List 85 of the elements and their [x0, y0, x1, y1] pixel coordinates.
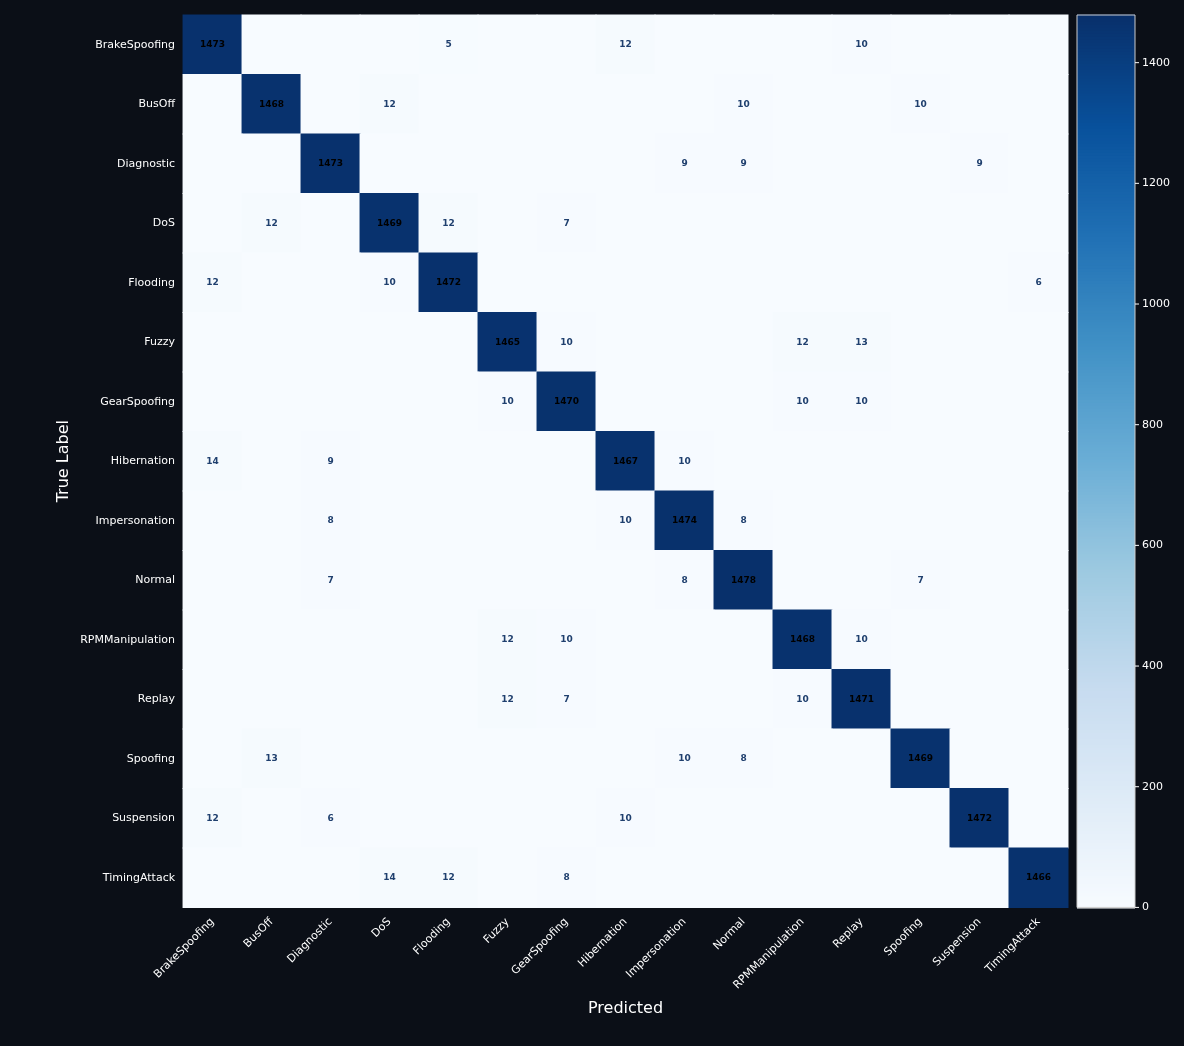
data-label: 1465 [495, 336, 521, 347]
data-label: 12 [265, 217, 278, 228]
data-label: 8 [681, 574, 688, 585]
data-label: 7 [563, 693, 570, 704]
data-label: 1469 [377, 217, 403, 228]
data-label: 7 [917, 574, 924, 585]
data-label: 1472 [966, 812, 993, 823]
data-label: 12 [619, 39, 632, 50]
data-label: 10 [383, 277, 396, 288]
data-label: 8 [563, 872, 570, 882]
data-label: 10 [619, 515, 632, 526]
data-label: 13 [855, 336, 868, 347]
data-label: 1470 [554, 396, 580, 407]
y-tick-label: Hibernation [110, 454, 176, 468]
data-label: 12 [206, 277, 219, 288]
data-label: 1468 [259, 98, 285, 109]
data-label: 6 [1035, 277, 1042, 288]
color-bar-label: 1000 [1142, 296, 1170, 310]
y-tick-label: BusOff [138, 97, 176, 111]
color-bar-label: 800 [1142, 417, 1163, 431]
data-label: 1472 [436, 277, 462, 288]
y-tick-label: TimingAttack [101, 870, 176, 884]
y-tick-label: BrakeSpoofing [95, 37, 176, 51]
data-label: 10 [855, 634, 868, 645]
x-axis-title: Predicted [587, 997, 664, 1017]
color-bar-label: 600 [1142, 538, 1163, 552]
data-label: 1469 [907, 753, 934, 764]
data-label: 9 [681, 158, 688, 169]
data-label: 1473 [318, 158, 344, 169]
data-label: 1468 [789, 634, 816, 645]
data-label: 8 [740, 515, 747, 526]
data-label: 1466 [1025, 872, 1052, 882]
data-label: 9 [976, 158, 983, 169]
y-tick-label: Normal [135, 573, 176, 587]
data-label: 12 [501, 634, 514, 645]
data-label: 12 [442, 872, 455, 882]
data-label: 10 [619, 812, 632, 823]
data-label: 12 [383, 98, 396, 109]
color-bar-label: 1200 [1142, 176, 1170, 190]
data-label: 10 [796, 396, 809, 407]
data-label: 14 [383, 872, 396, 882]
data-label: 8 [740, 753, 747, 764]
data-label: 10 [737, 98, 750, 109]
data-label: 12 [206, 812, 219, 823]
data-label: 1467 [612, 455, 639, 466]
data-label: 10 [914, 98, 927, 109]
y-tick-label: Spoofing [126, 751, 176, 765]
data-label: 1478 [730, 574, 757, 585]
y-axis-title: True Label [52, 420, 72, 504]
data-label: 7 [327, 574, 334, 585]
data-label: 10 [560, 634, 573, 645]
data-label: 12 [442, 217, 455, 228]
data-label: 10 [678, 455, 691, 466]
y-tick-label: Fuzzy [144, 335, 176, 349]
data-label: 10 [855, 39, 868, 50]
y-tick-label: RPMManipulation [80, 632, 176, 646]
color-bar-label: 400 [1142, 658, 1163, 672]
y-tick-label: Diagnostic [116, 156, 176, 170]
data-label: 6 [327, 812, 334, 823]
y-tick-label: Flooding [128, 275, 176, 289]
color-bar-label: 1400 [1142, 55, 1170, 69]
data-label: 1471 [848, 693, 875, 704]
data-label: 10 [678, 753, 691, 764]
data-label: 14 [206, 455, 219, 466]
data-label: 12 [796, 336, 809, 347]
data-label: 10 [560, 336, 573, 347]
data-label: 1474 [671, 515, 698, 526]
data-label: 9 [327, 455, 334, 466]
data-label: 7 [563, 217, 570, 228]
data-label: 10 [501, 396, 514, 407]
y-tick-label: GearSpoofing [100, 394, 176, 408]
data-label: 5 [445, 39, 452, 50]
y-tick-label: Replay [137, 692, 176, 706]
data-label: 8 [327, 515, 334, 526]
color-bar-label: 0 [1142, 900, 1149, 914]
y-tick-label: Suspension [112, 811, 176, 825]
color-bar-label: 200 [1142, 779, 1163, 793]
data-label: 10 [855, 396, 868, 407]
data-label: 1473 [200, 39, 226, 50]
data-label: 13 [265, 753, 278, 764]
data-label: 10 [796, 693, 809, 704]
y-tick-label: DoS [152, 216, 176, 230]
y-tick-label: Impersonation [95, 513, 176, 527]
data-label: 12 [501, 693, 514, 704]
data-label: 9 [740, 158, 747, 169]
